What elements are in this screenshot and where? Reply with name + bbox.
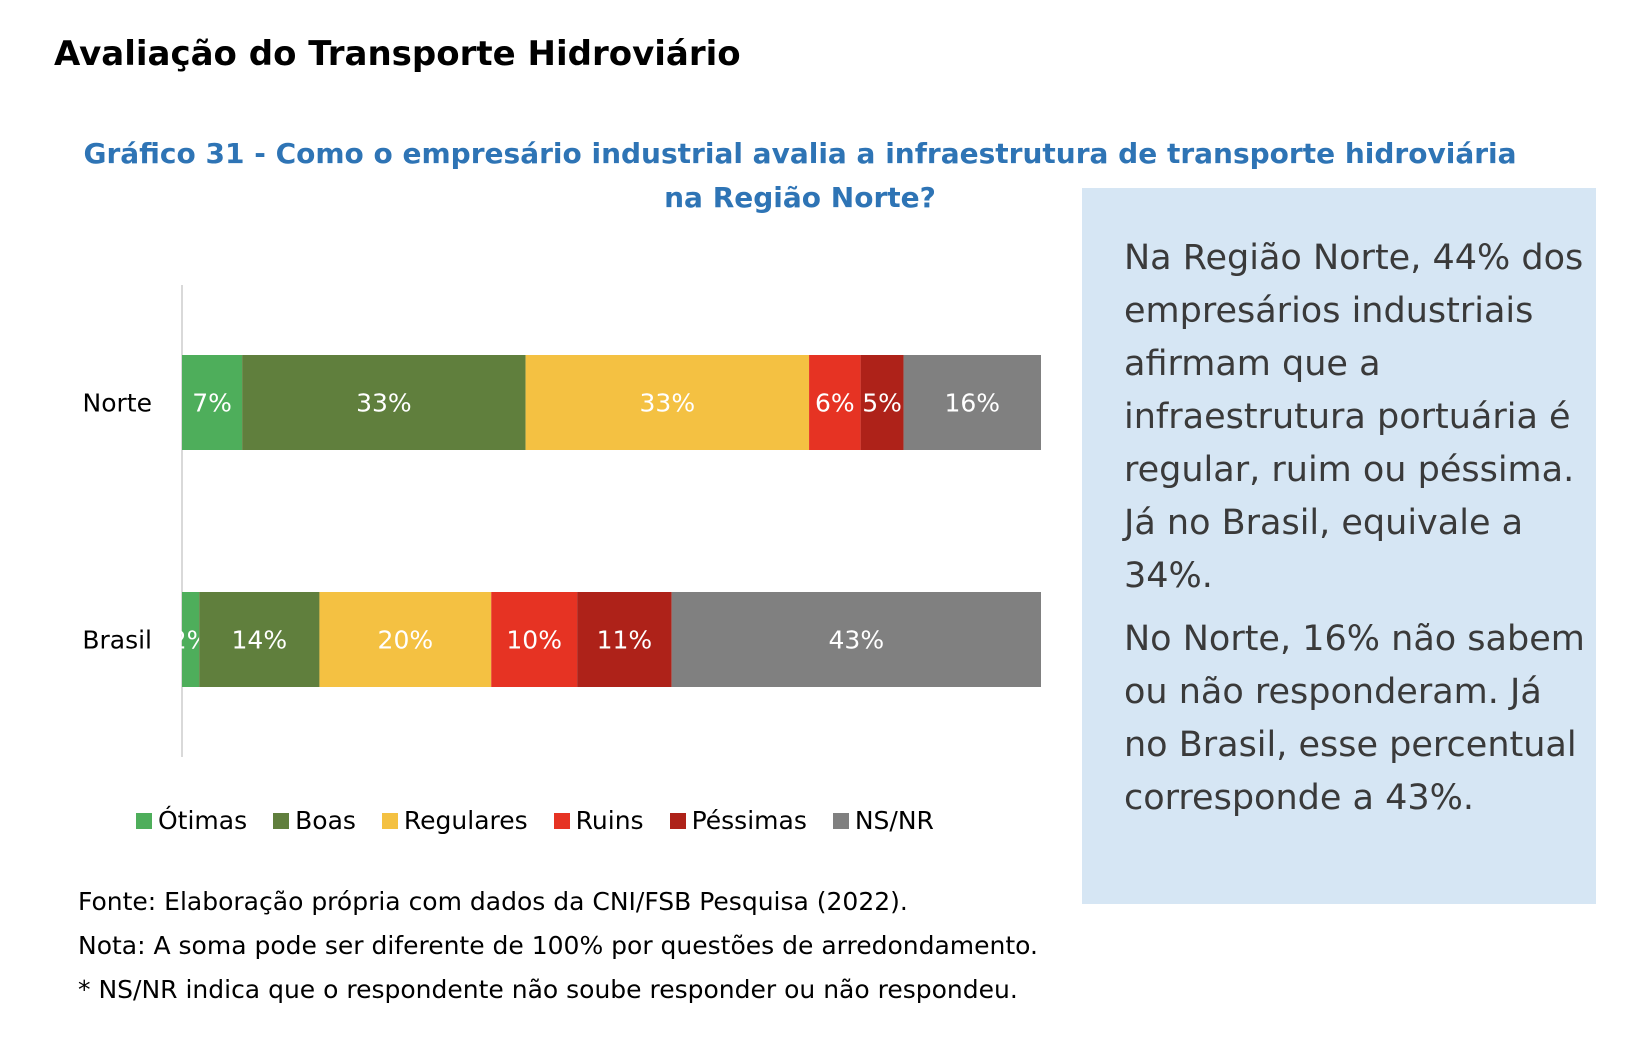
legend-swatch	[381, 812, 398, 829]
legend-swatch	[669, 812, 686, 829]
data-label: 6%	[815, 389, 855, 418]
legend-swatch	[553, 812, 570, 829]
legend-item: Péssimas	[669, 806, 807, 835]
legend-label: Ruins	[575, 806, 644, 835]
bar-segment	[671, 592, 1041, 687]
data-label: 16%	[944, 389, 1000, 418]
bar-segment	[199, 592, 320, 687]
data-label: 20%	[378, 626, 434, 655]
legend-label: Péssimas	[691, 806, 807, 835]
data-label: 10%	[506, 626, 562, 655]
data-label: 43%	[829, 626, 885, 655]
legend-swatch	[832, 812, 849, 829]
bar-segment	[491, 592, 578, 687]
legend-item: Boas	[273, 806, 356, 835]
data-label: 33%	[356, 389, 412, 418]
bar-segment	[182, 592, 200, 687]
bar-segment	[525, 355, 810, 450]
legend: Ótimas Boas Regulares Ruins Péssimas NS/NR	[136, 806, 934, 835]
page-title: Avaliação do Transporte Hidroviário	[54, 34, 741, 74]
legend-item: Ótimas	[136, 806, 247, 835]
chart-title: Gráfico 31 - Como o empresário industria…	[83, 137, 1517, 214]
highlight-panel: Na Região Norte, 44% dos empresários ind…	[1082, 188, 1596, 904]
legend-label: Ótimas	[158, 806, 248, 835]
bar-segment	[319, 592, 492, 687]
bar-segment	[903, 355, 1041, 450]
legend-item: Ruins	[553, 806, 644, 835]
rounding-note: Nota: A soma pode ser diferente de 100% …	[78, 931, 1038, 960]
legend-swatch	[273, 812, 290, 829]
legend-label: NS/NR	[854, 806, 934, 835]
bar-segment	[182, 355, 243, 450]
bar-chart: Norte 7% 33% 33% 6% 5% 16%Brasil 2% 14% 20% 10% 11%…	[82, 285, 1041, 757]
panel-paragraph: Na Região Norte, 44% dos empresários ind…	[1124, 238, 1584, 596]
bar-segment	[577, 592, 672, 687]
panel-paragraph: No Norte, 16% não sabem ou não responder…	[1124, 619, 1585, 818]
data-label: 33%	[640, 389, 696, 418]
data-label: 11%	[597, 626, 653, 655]
source-note: Fonte: Elaboração própria com dados da C…	[78, 887, 908, 916]
category-label: Norte	[83, 389, 152, 418]
category-label: Brasil	[82, 626, 152, 655]
data-label: 5%	[862, 389, 902, 418]
bar-segment	[809, 355, 861, 450]
data-label: 14%	[232, 626, 288, 655]
bar-segment	[242, 355, 526, 450]
legend-swatch	[136, 812, 152, 829]
legend-label: Regulares	[403, 806, 528, 835]
legend-item: Regulares	[381, 806, 528, 835]
data-label: 7%	[192, 389, 232, 418]
nsnr-note: * NS/NR indica que o respondente não sou…	[78, 975, 1018, 1004]
bar-segment	[860, 355, 904, 450]
legend-item: NS/NR	[832, 806, 934, 835]
footnotes: Fonte: Elaboração própria com dados da C…	[78, 880, 1038, 1012]
legend-label: Boas	[295, 806, 356, 835]
